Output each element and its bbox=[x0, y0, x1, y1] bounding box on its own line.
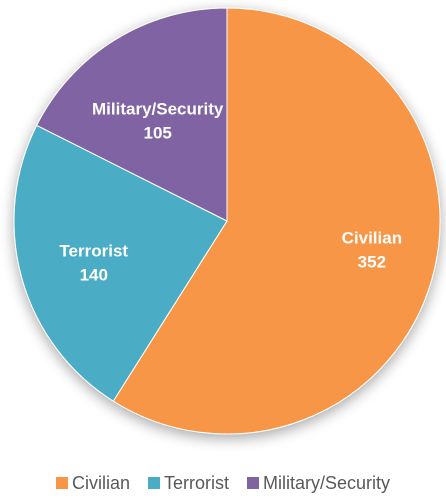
pie-slice-civilian bbox=[112, 7, 441, 435]
slice-label-civilian: Civilian bbox=[342, 229, 402, 248]
chart-legend: Civilian Terrorist Military/Security bbox=[0, 470, 446, 496]
slice-value-civilian: 352 bbox=[358, 253, 386, 272]
legend-item-terrorist: Terrorist bbox=[147, 472, 229, 494]
legend-swatch-civilian bbox=[55, 477, 68, 489]
pie-slices bbox=[13, 7, 441, 435]
legend-label-terrorist: Terrorist bbox=[163, 472, 229, 493]
slice-label-terrorist: Terrorist bbox=[59, 241, 128, 260]
pie-slice-military-security bbox=[36, 7, 228, 222]
legend-item-military-security: Military/Security bbox=[247, 473, 390, 494]
pie-data-labels: Civilian 352 Terrorist 140 Military/Security… bbox=[59, 100, 402, 285]
slice-value-terrorist: 140 bbox=[80, 265, 108, 284]
legend-item-civilian: Civilian bbox=[55, 472, 130, 494]
legend-label-military-security: Military/Security bbox=[263, 472, 391, 493]
legend-swatch-military-security bbox=[247, 477, 259, 489]
legend-swatch-terrorist bbox=[147, 477, 160, 489]
legend-label-civilian: Civilian bbox=[71, 472, 130, 493]
slice-value-military-security: 105 bbox=[144, 124, 172, 143]
slice-label-military-security: Military/Security bbox=[92, 100, 224, 119]
